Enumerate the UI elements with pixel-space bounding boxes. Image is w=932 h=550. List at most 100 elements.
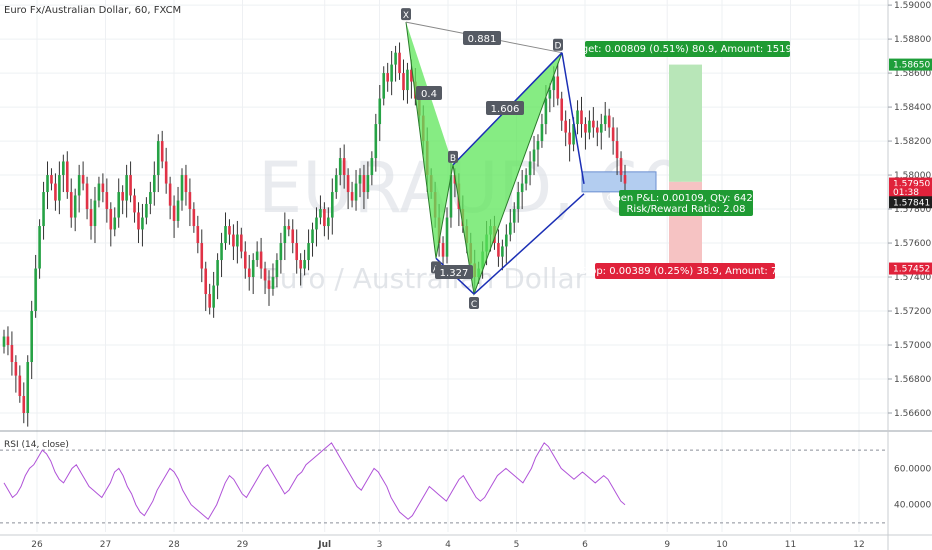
candle-body [584, 124, 587, 133]
pattern-d-projection [561, 52, 585, 184]
time-tick-label: 3 [377, 540, 383, 550]
candle-body [291, 229, 295, 244]
candle-body [366, 175, 370, 193]
candle-body [22, 396, 26, 414]
candle-body [362, 175, 366, 193]
pattern-ratio-badge [435, 265, 473, 279]
candle-body [394, 52, 397, 65]
time-tick-label: Jul [317, 540, 331, 550]
candle-body [192, 209, 196, 227]
candle-body [327, 217, 330, 227]
candle-body [93, 200, 97, 227]
pattern-ratio-label: 0.881 [468, 34, 497, 45]
symbol-title: Euro Fx/Australian Dollar, 60, FXCM [4, 5, 182, 16]
candle-body [188, 192, 192, 210]
candle-body [77, 175, 81, 196]
candle-body [6, 336, 10, 346]
candle-body [342, 158, 346, 176]
time-tick-label: 11 [785, 540, 796, 550]
candle-body [156, 141, 160, 176]
candle-body [449, 175, 453, 218]
candle-body [117, 192, 121, 218]
candle-body [168, 183, 172, 206]
time-axis[interactable]: 26 27 28 29 Jul 3 4 5 6 9 10 11 12 [31, 540, 864, 550]
pattern-bcd-fill [453, 52, 562, 295]
candle-body [26, 362, 30, 414]
candle-body [208, 294, 211, 308]
price-tick-label: 1.57600 [894, 239, 931, 249]
candle-body [216, 260, 219, 286]
position-labels: Target: 0.00809 (0.51%) 80.9, Amount: 15… [566, 41, 808, 279]
candle-body [54, 183, 57, 201]
candle-body [501, 246, 504, 257]
candle-body [390, 64, 393, 82]
candle-body [556, 76, 560, 99]
price-marker-bg [889, 196, 932, 209]
candle-body [516, 192, 520, 210]
candle-body [259, 251, 263, 269]
candle-body [303, 260, 306, 269]
candle-body [279, 243, 283, 261]
candle-body [536, 141, 540, 150]
watermark-name: Euro / Australian Dollar [262, 262, 587, 295]
candle-body [307, 243, 310, 261]
pnl-label-text: Risk/Reward Ratio: 2.08 [626, 204, 745, 215]
pattern-point-label: B [450, 154, 456, 164]
price-marker-bg [889, 58, 932, 71]
candle-body [85, 183, 89, 210]
candle-body [46, 175, 49, 193]
pattern-ratio-badge [416, 86, 442, 100]
candle-body [378, 98, 382, 125]
candle-body [180, 175, 184, 201]
candle-body [50, 175, 53, 184]
candle-body [105, 192, 109, 210]
candle-body [524, 175, 528, 184]
candle-body [299, 260, 302, 269]
candle-body [588, 120, 591, 133]
price-tick-label: 1.58800 [894, 35, 931, 45]
candle-body [619, 158, 623, 176]
candle-body [255, 251, 259, 261]
candle-body [69, 192, 73, 218]
candle-body [386, 73, 389, 82]
candle-body [184, 175, 188, 193]
candle-body [568, 132, 571, 145]
pattern-ratio-label: 0.4 [421, 89, 437, 100]
candle-body [552, 76, 556, 91]
price-tick-label: 1.57800 [894, 205, 931, 215]
candle-body [200, 243, 204, 269]
time-tick-label: 4 [445, 540, 451, 550]
candle-body [560, 98, 564, 121]
price-axis[interactable]: 1.59000 1.58800 1.58600 1.58400 1.58200 1.580… [888, 1, 932, 419]
candle-body [398, 52, 401, 74]
pattern-point-badge [448, 150, 458, 163]
rsi-pane[interactable]: 40.0000 60.0000 [0, 442, 931, 524]
pattern-point-badge [401, 8, 411, 21]
candle-body [520, 183, 524, 193]
rsi-tick-label: 40.0000 [894, 501, 931, 511]
price-marker-label: 1.57841 [893, 198, 930, 208]
price-tick-label: 1.57200 [894, 307, 931, 317]
candle-body [145, 203, 148, 218]
candle-body [592, 120, 595, 128]
candle-body [295, 243, 299, 261]
price-tick-label: 1.57000 [894, 341, 931, 351]
candle-body [497, 243, 500, 257]
time-tick-label: 12 [853, 540, 864, 550]
candle-body [58, 175, 61, 201]
candle-body [212, 285, 215, 308]
pattern-point-badge [553, 38, 563, 51]
price-tick-label: 1.58400 [894, 103, 931, 113]
candle-body [599, 124, 603, 133]
candle-body [623, 175, 627, 184]
candle-body [97, 183, 101, 201]
candle-body [149, 192, 152, 204]
pattern-ratio-badge [486, 101, 524, 115]
pattern-ratio-badge [463, 31, 501, 45]
price-tick-label: 1.56800 [894, 375, 931, 385]
price-tick-label: 1.56600 [894, 409, 931, 419]
candle-body [548, 90, 552, 99]
